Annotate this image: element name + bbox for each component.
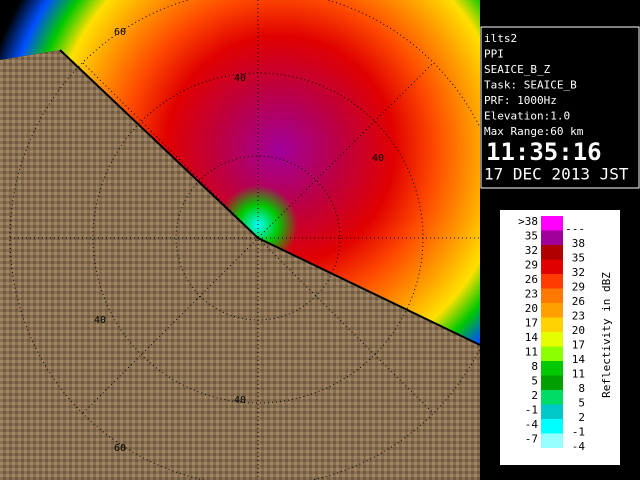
legend-high: 5 — [578, 396, 585, 409]
legend-low: 20 — [525, 302, 538, 315]
legend-high: 8 — [578, 382, 585, 395]
legend-swatch — [541, 404, 563, 419]
date: 17 DEC 2013 JST — [484, 165, 629, 184]
legend-low: 26 — [525, 273, 538, 286]
legend-low: -1 — [525, 404, 538, 417]
legend-low: 17 — [525, 317, 538, 330]
azimuth-line — [82, 62, 434, 414]
legend-swatch — [541, 346, 563, 361]
legend-swatch — [541, 245, 563, 260]
legend-low: 32 — [525, 244, 538, 257]
ring-label: 40 — [234, 395, 246, 406]
legend-high: 23 — [572, 309, 585, 322]
info-line: Max Range:60 km — [484, 125, 584, 138]
legend-swatch — [541, 317, 563, 332]
info-line: ilts2 — [484, 32, 517, 45]
legend-high: -4 — [572, 440, 586, 453]
ring-label: 40 — [94, 315, 106, 326]
info-line: Task: SEAICE_B — [484, 79, 577, 92]
ring-label: 40 — [372, 153, 384, 164]
legend-high: -1 — [572, 425, 585, 438]
range-ring — [92, 72, 424, 404]
legend-high: 29 — [572, 280, 585, 293]
info-panel — [480, 26, 640, 189]
time: 11:35:16 — [486, 138, 602, 166]
info-line: PRF: 1000Hz — [484, 94, 557, 107]
legend-swatch — [541, 375, 563, 390]
legend-high: --- — [565, 222, 585, 235]
legend-high: 35 — [572, 251, 585, 264]
legend-high: 20 — [572, 324, 585, 337]
legend-swatch — [541, 303, 563, 318]
legend-high: 26 — [572, 295, 585, 308]
legend-high: 32 — [572, 266, 585, 279]
legend-low: 29 — [525, 259, 538, 272]
legend-swatch — [541, 274, 563, 289]
legend-high: 38 — [572, 237, 585, 250]
ring-label: 60 — [114, 443, 126, 454]
legend-swatch — [541, 230, 563, 245]
legend-high: 11 — [572, 367, 585, 380]
info-line: SEAICE_B_Z — [484, 63, 551, 76]
azimuth-line — [82, 62, 434, 414]
legend-low: 2 — [531, 389, 538, 402]
legend-swatch — [541, 259, 563, 274]
legend-high: 17 — [572, 338, 585, 351]
info-line: Elevation:1.0 — [484, 110, 570, 123]
legend-low: 35 — [525, 230, 538, 243]
ring-label: 40 — [234, 73, 246, 84]
legend-low: 14 — [525, 331, 539, 344]
legend-swatch — [541, 361, 563, 376]
legend-swatch — [541, 433, 563, 448]
legend-low: >38 — [518, 215, 538, 228]
legend-low: 23 — [525, 288, 538, 301]
legend-low: 8 — [531, 360, 538, 373]
ring-label: 60 — [114, 27, 126, 38]
sea-echo — [0, 0, 480, 345]
info-lines: ilts2 PPI SEAICE_B_Z Task: SEAICE_B PRF: 100… — [484, 32, 584, 138]
legend-low: 11 — [525, 346, 538, 359]
legend-swatch — [541, 390, 563, 405]
legend-swatch — [541, 332, 563, 347]
legend-high: 2 — [578, 411, 585, 424]
legend-low: -4 — [525, 418, 539, 431]
legend-high: 14 — [572, 353, 586, 366]
legend-low: 5 — [531, 375, 538, 388]
legend-rows: >38---3538323529322629232620231720141711… — [518, 215, 585, 453]
legend-swatch — [541, 419, 563, 434]
legend-low: -7 — [525, 433, 538, 446]
land — [0, 50, 480, 480]
legend-title: Reflectivity in dBZ — [600, 272, 613, 398]
ring-labels: 60 40 40 40 40 60 — [94, 27, 384, 454]
info-line: PPI — [484, 48, 504, 61]
legend-swatch — [541, 288, 563, 303]
legend-swatch — [541, 216, 563, 231]
